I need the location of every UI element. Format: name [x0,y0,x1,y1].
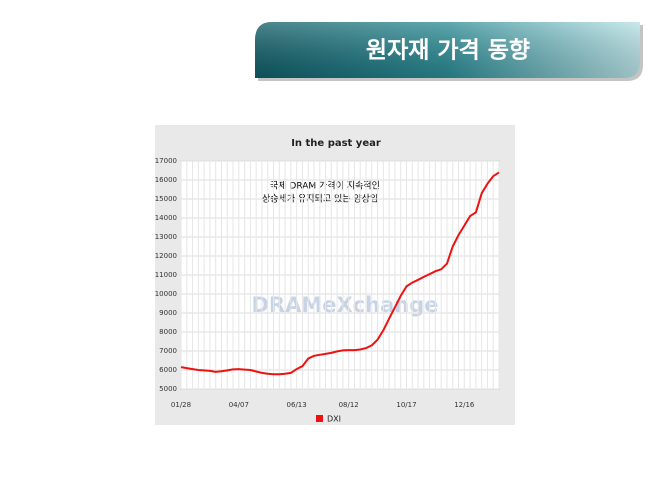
data-line [180,171,500,376]
chart-title: In the past year [291,138,381,149]
y-tick-label: 13000 [155,233,177,241]
slide-title: 원자재 가격 동향 [366,38,530,64]
y-tick-label: 8000 [159,328,177,336]
x-tick-label: 06/13 [287,401,307,409]
y-tick-label: 7000 [159,347,177,355]
x-tick-label: 10/17 [396,401,416,409]
legend-label: DXI [327,415,341,424]
x-tick-label: 12/16 [454,401,475,409]
y-tick-label: 11000 [155,271,177,279]
x-tick-label: 04/07 [229,401,249,409]
y-tick-label: 14000 [155,214,177,222]
x-tick-label: 08/12 [339,401,359,409]
y-tick-label: 12000 [155,252,177,260]
x-tick-label: 01/28 [171,401,191,409]
y-tick-label: 5000 [159,385,177,393]
legend-swatch [316,415,323,422]
y-tick-label: 16000 [155,176,177,184]
y-tick-label: 15000 [155,195,177,203]
banner-shade [255,22,640,78]
y-tick-label: 17000 [155,157,177,165]
y-tick-label: 6000 [159,366,177,374]
y-tick-label: 10000 [155,290,177,298]
plot: 5000 6000 7000 8000 9000 10000 11000 12000 13000… [155,157,500,424]
annotation: 국제 DRAM 가격이 지속적인 [270,180,380,192]
y-tick-label: 9000 [159,309,177,317]
